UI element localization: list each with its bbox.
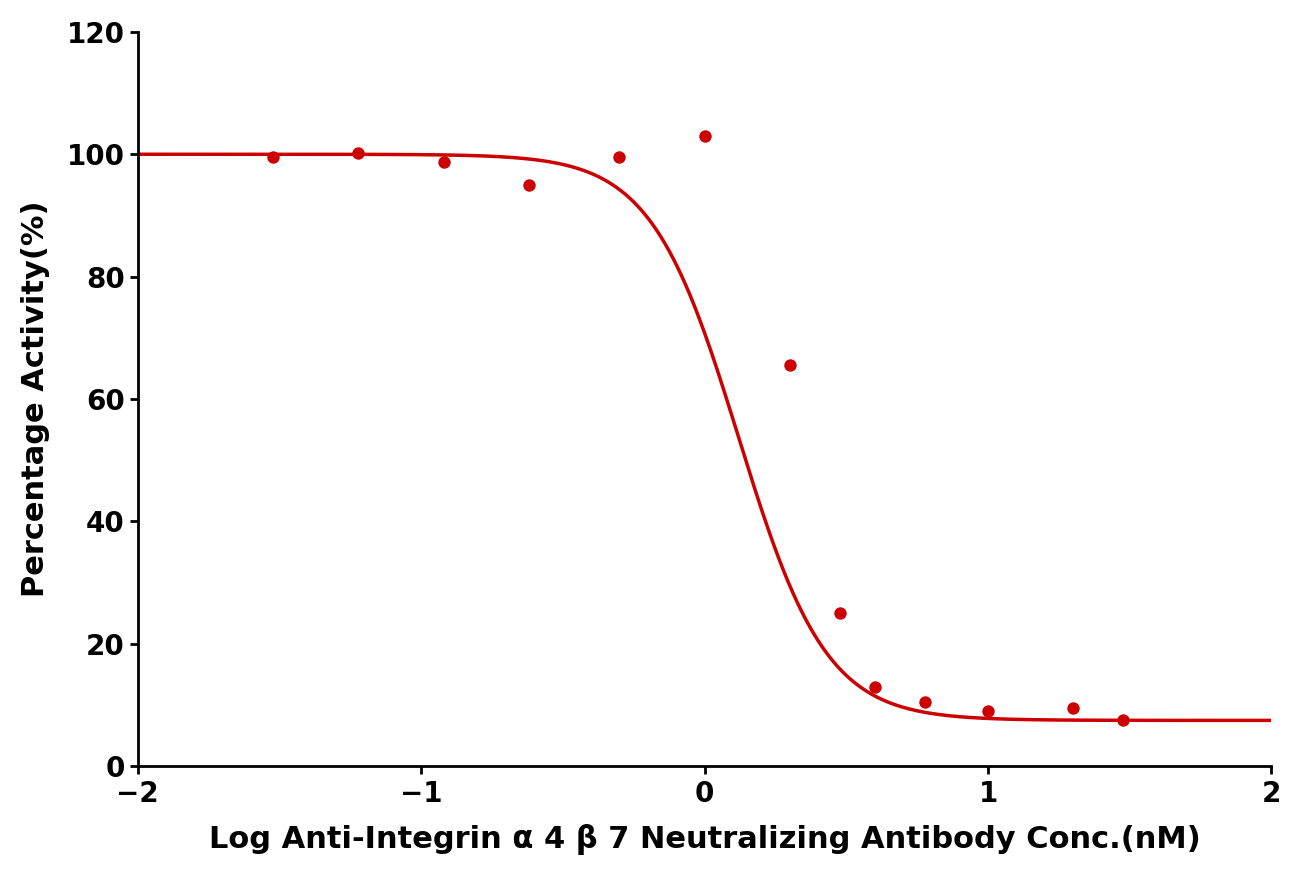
Point (694, 129, 715, 143)
Point (829, 606, 850, 620)
Point (263, 151, 284, 165)
Y-axis label: Percentage Activity(%): Percentage Activity(%) (21, 201, 49, 597)
Point (780, 358, 801, 372)
X-axis label: Log Anti-Integrin α 4 β 7 Neutralizing Antibody Conc.(nM): Log Anti-Integrin α 4 β 7 Neutralizing A… (208, 824, 1200, 855)
Point (865, 680, 885, 694)
Point (915, 695, 936, 709)
Point (348, 146, 368, 160)
Point (1113, 713, 1134, 727)
Point (609, 151, 630, 165)
Point (1062, 701, 1083, 715)
Point (518, 178, 539, 192)
Point (434, 154, 454, 168)
Point (978, 704, 999, 718)
